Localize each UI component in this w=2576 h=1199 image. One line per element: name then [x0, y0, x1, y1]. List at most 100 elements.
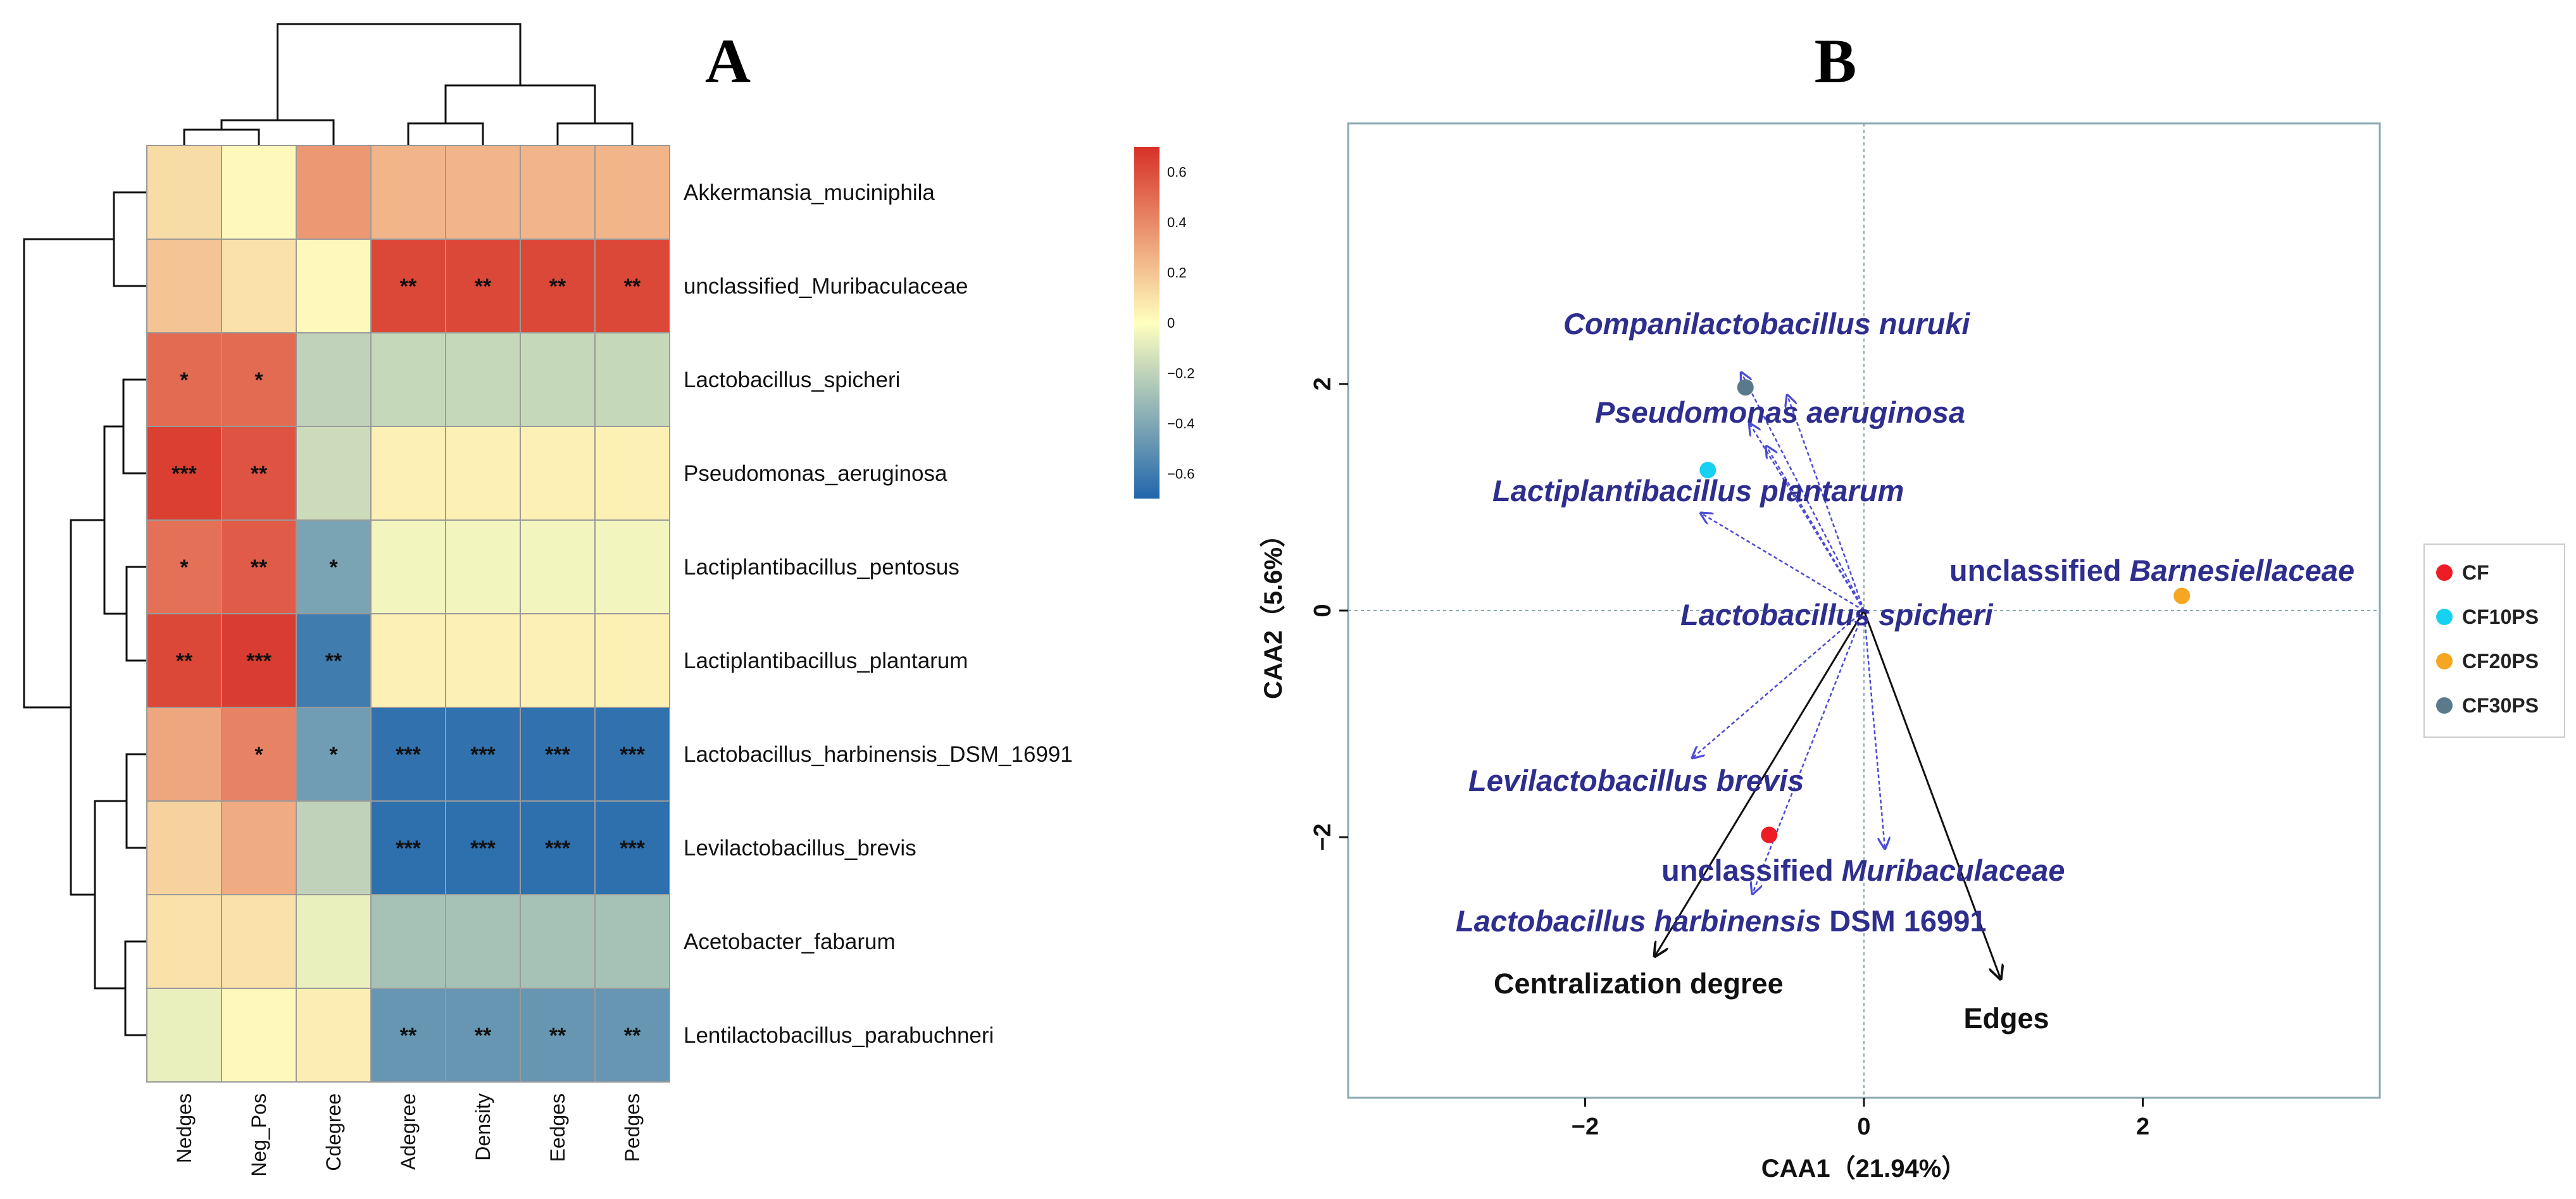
significance-marks: ** ** ** *** **** *** ** *** *** *** * *** *** *** ***… [172, 275, 645, 1048]
legend-swatch [2436, 697, 2453, 714]
environment-label: Edges [1963, 1002, 2049, 1034]
significance-mark: ** [475, 275, 492, 299]
heatmap-cell [445, 239, 521, 333]
species-label: unclassified Barnesiellaceae [1949, 554, 2354, 587]
row-label: Acetobacter_fabarum [684, 929, 896, 954]
significance-mark: ** [251, 462, 268, 486]
species-arrow [1753, 610, 1865, 894]
legend-tick-label: 0.2 [1167, 265, 1187, 281]
heatmap-cell [221, 613, 297, 708]
heatmap-cell [520, 800, 596, 895]
significance-mark: ** [624, 1024, 641, 1048]
significance-mark: ** [400, 275, 417, 299]
legend-swatch [2436, 653, 2453, 669]
y-tick-label: −2 [1310, 823, 1336, 850]
heatmap-cell [370, 145, 446, 240]
dendrogram-branch [444, 84, 596, 123]
species-label: Lactobacillus harbinensis DSM 16991 [1456, 904, 1986, 938]
heatmap-cell [221, 426, 297, 521]
heatmap-cell [146, 145, 222, 240]
species-label: Levilactobacillus brevis [1468, 764, 1804, 797]
significance-mark: * [180, 556, 189, 580]
species-arrows [1692, 373, 1885, 894]
heatmap-cell [520, 332, 596, 427]
significance-mark: *** [396, 743, 421, 767]
heatmap-cell [445, 145, 521, 240]
heatmap-cell [146, 332, 222, 427]
heatmap-cell [520, 426, 596, 521]
column-label: Adegree [397, 1093, 420, 1170]
significance-mark: *** [172, 462, 197, 486]
heatmap-cell [370, 613, 446, 708]
heatmap-cell [445, 519, 521, 614]
row-label: Pseudomonas_aeruginosa [684, 461, 947, 486]
species-label: unclassified Muribaculaceae [1661, 854, 2065, 887]
legend-tick-label: −0.4 [1167, 416, 1194, 432]
heatmap-cell [370, 988, 446, 1083]
heatmap-cell [520, 519, 596, 614]
heatmap-cell [370, 519, 446, 614]
heatmap-cell [370, 894, 446, 989]
heatmap-cell [296, 800, 372, 895]
row-dendrogram [23, 191, 147, 1036]
heatmap-cell [146, 988, 222, 1083]
heatmap-cell [221, 145, 297, 240]
column-label: Neg_Pos [247, 1093, 270, 1177]
environment-label: Centralization degree [1494, 967, 1784, 1000]
heatmap-cell [594, 988, 670, 1083]
species-label: Lactobacillus spicheri [1680, 598, 1994, 631]
heatmap-cell [520, 145, 596, 240]
dendrogram-branch [125, 753, 147, 849]
legend-tick-label: 0.4 [1167, 214, 1187, 230]
significance-mark: *** [545, 836, 570, 860]
legend-label: CF20PS [2462, 650, 2539, 673]
heatmap-cell [296, 332, 372, 427]
species-labels: Companilactobacillus nuruki Pseudomonas a… [1456, 307, 2354, 1034]
x-tick-label: 0 [1857, 1114, 1870, 1140]
heatmap-cell [594, 239, 670, 333]
color-bar [1134, 147, 1160, 499]
significance-mark: ** [400, 1024, 417, 1048]
heatmap-cell [370, 800, 446, 895]
caa-panel: B Companilactobacillus nuruki Pseudomonas… [1260, 26, 2565, 1183]
column-label: Cdegree [322, 1093, 345, 1171]
significance-mark: *** [545, 743, 570, 767]
group-point [1699, 461, 1716, 478]
column-label: Pedges [621, 1093, 644, 1162]
heatmap-cell [296, 613, 372, 708]
legend-tick-label: 0.6 [1167, 165, 1187, 180]
heatmap-cell [146, 613, 222, 708]
significance-mark: *** [470, 743, 496, 767]
row-label: Lactobacillus_spicheri [684, 368, 900, 392]
legend-label: CF30PS [2462, 694, 2539, 717]
species-label: Companilactobacillus nuruki [1563, 307, 1970, 340]
heatmap-cell [221, 988, 297, 1083]
significance-mark: *** [620, 836, 645, 860]
significance-mark: * [180, 368, 189, 392]
species-arrow [1741, 373, 1865, 611]
environment-arrow [1863, 610, 2001, 979]
heatmap-cell [594, 894, 670, 989]
heatmap-cell [520, 239, 596, 333]
significance-mark: *** [470, 836, 496, 860]
significance-mark: ** [475, 1024, 492, 1048]
heatmap-cell [296, 239, 372, 333]
dendrogram-branch [407, 122, 484, 146]
row-labels: Akkermansia_muciniphila unclassified_Muri… [684, 180, 1073, 1048]
dendrogram-branch [23, 238, 114, 709]
row-label: Akkermansia_muciniphila [684, 180, 935, 205]
x-axis-label: CAA1（21.94%） [1761, 1155, 1967, 1183]
legend-label: CF [2462, 561, 2489, 584]
heatmap-cell [520, 613, 596, 708]
heatmap-cell [221, 239, 297, 333]
significance-mark: * [329, 743, 338, 767]
column-label: Eedges [546, 1093, 569, 1162]
significance-mark: * [329, 556, 338, 580]
heatmap-cell [146, 800, 222, 895]
environment-arrows [1655, 610, 2001, 979]
dendrogram-branch [94, 800, 127, 990]
dendrogram-branch [122, 378, 147, 475]
group-point [2173, 587, 2191, 604]
significance-mark: ** [176, 649, 193, 673]
heatmap-cell [594, 426, 670, 521]
